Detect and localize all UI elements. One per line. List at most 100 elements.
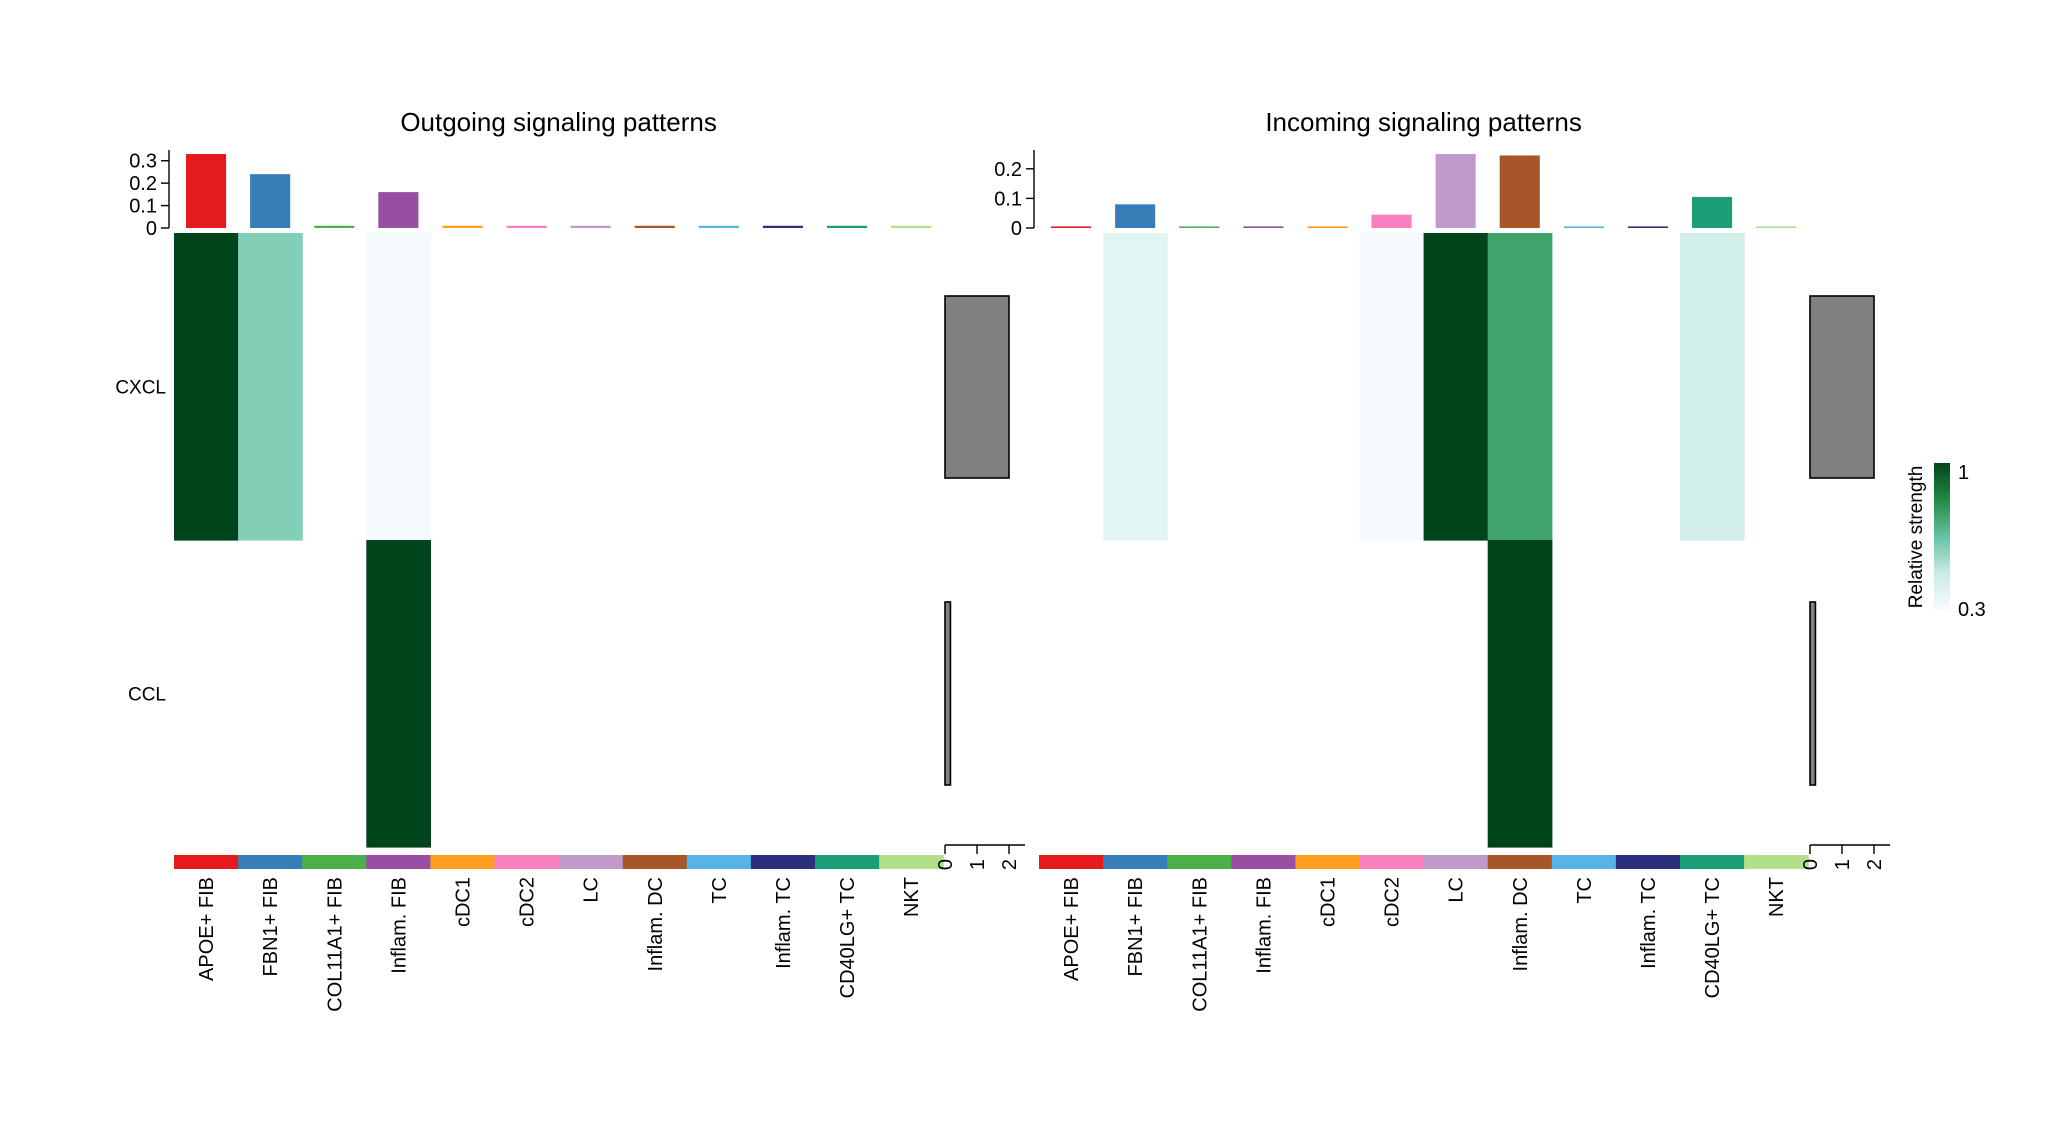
top-bar: [442, 225, 483, 228]
pathway-row-label: CCL: [128, 685, 166, 706]
cell-type-label: cDC1: [1317, 877, 1339, 927]
cell-type-label: COL11A1+ FIB: [324, 877, 346, 1012]
heatmap-cell: [1487, 233, 1553, 541]
cell-type-color-strip: [1359, 855, 1425, 869]
legend-max-label: 1: [1958, 462, 1969, 484]
top-bar: [1179, 226, 1220, 228]
top-bar-axis-tick-label: 0: [146, 218, 157, 240]
cell-type-label: Inflam. FIB: [388, 877, 410, 974]
top-bar: [1756, 226, 1797, 228]
cell-type-label: NKT: [1766, 877, 1788, 917]
heatmap-cell: [1680, 233, 1745, 541]
cell-type-color-strip: [1039, 855, 1104, 869]
top-bar: [698, 225, 739, 228]
cell-type-color-strip: [622, 855, 688, 869]
top-bar: [314, 225, 355, 228]
cell-type-color-strip: [1103, 855, 1168, 869]
cell-type-color-strip: [1615, 855, 1681, 869]
top-bar: [762, 225, 803, 228]
cell-type-label: TC: [1574, 877, 1596, 904]
top-bar: [1627, 226, 1668, 228]
top-bar-axis-tick-label: 0.1: [994, 188, 1022, 210]
heatmap-cell: [174, 233, 239, 541]
cell-type-color-strip: [1487, 855, 1553, 869]
heatmap-cell: [1359, 233, 1425, 541]
cell-type-color-strip: [174, 855, 239, 869]
right-bar-axis-tick-label: 2: [1864, 859, 1886, 870]
cell-type-label: CD40LG+ TC: [837, 877, 859, 998]
right-bar-axis-tick-label: 0: [1800, 859, 1822, 870]
top-bar: [250, 174, 291, 228]
cell-type-label: Inflam. TC: [1638, 877, 1660, 969]
top-bar: [1051, 226, 1092, 228]
cell-type-label: cDC1: [452, 877, 474, 927]
cell-type-color-strip: [815, 855, 880, 869]
cell-type-color-strip: [1231, 855, 1296, 869]
top-bar-axis-tick-label: 0.3: [129, 151, 157, 173]
heatmap-cell: [1487, 540, 1553, 848]
heatmap-cell: [1423, 233, 1489, 541]
cell-type-label: FBN1+ FIB: [1125, 877, 1147, 976]
top-bar-axis-tick-label: 0: [1011, 218, 1022, 240]
top-bar: [506, 225, 547, 228]
top-bar: [1115, 204, 1156, 228]
top-bar: [1371, 214, 1412, 228]
cell-type-label: TC: [709, 877, 731, 904]
cell-type-color-strip: [558, 855, 624, 869]
right-bar-axis-tick-label: 0: [935, 859, 957, 870]
heatmap-cell: [238, 233, 303, 541]
right-bar: [944, 601, 952, 786]
cell-type-color-strip: [302, 855, 367, 869]
top-bar: [1307, 226, 1348, 228]
cell-type-color-strip: [366, 855, 431, 869]
cell-type-label: LC: [1446, 877, 1468, 903]
panel-title: Incoming signaling patterns: [1265, 107, 1582, 137]
top-bar: [186, 154, 227, 228]
heatmap-cell: [366, 233, 431, 541]
right-bar-axis-tick-label: 1: [1832, 859, 1854, 870]
right-bar-axis-tick-label: 1: [967, 859, 989, 870]
top-bar-axis-tick-label: 0.2: [994, 159, 1022, 181]
cell-type-label: Inflam. DC: [645, 877, 667, 971]
right-bar: [1809, 601, 1817, 786]
top-bar: [634, 225, 675, 228]
cell-type-label: APOE+ FIB: [196, 877, 218, 981]
cell-type-label: NKT: [901, 877, 923, 917]
cell-type-color-strip: [494, 855, 560, 869]
legend-min-label: 0.3: [1958, 599, 1986, 621]
heatmap-cell: [366, 540, 431, 848]
heatmap-cell: [1103, 233, 1168, 541]
cell-type-color-strip: [1680, 855, 1745, 869]
cell-type-label: cDC2: [1382, 877, 1404, 927]
top-bar-axis-tick-label: 0.1: [129, 196, 157, 218]
top-bar: [1243, 226, 1284, 228]
cell-type-label: LC: [581, 877, 603, 903]
legend-title: Relative strength: [1906, 466, 1927, 609]
cell-type-label: CD40LG+ TC: [1702, 877, 1724, 998]
top-bar: [827, 225, 868, 228]
right-bar-axis-tick-label: 2: [999, 859, 1021, 870]
cell-type-color-strip: [750, 855, 816, 869]
cell-type-label: Inflam. TC: [773, 877, 795, 969]
pathway-row-label: CXCL: [115, 378, 166, 399]
top-bar: [378, 192, 419, 228]
cell-type-color-strip: [1295, 855, 1361, 869]
top-bar: [891, 225, 932, 228]
cell-type-label: cDC2: [517, 877, 539, 927]
cell-type-color-strip: [430, 855, 496, 869]
cell-type-color-strip: [1551, 855, 1617, 869]
top-bar: [570, 225, 611, 228]
top-bar-axis-tick-label: 0.2: [129, 173, 157, 195]
cell-type-label: Inflam. FIB: [1253, 877, 1275, 974]
cell-type-label: FBN1+ FIB: [260, 877, 282, 976]
cell-type-color-strip: [1744, 855, 1809, 869]
cell-type-color-strip: [686, 855, 752, 869]
right-bar: [1809, 295, 1875, 479]
cell-type-label: APOE+ FIB: [1061, 877, 1083, 981]
panel-title: Outgoing signaling patterns: [400, 107, 717, 137]
cell-type-color-strip: [238, 855, 303, 869]
top-bar: [1499, 155, 1540, 228]
cell-type-label: COL11A1+ FIB: [1189, 877, 1211, 1012]
right-bar: [944, 295, 1010, 479]
